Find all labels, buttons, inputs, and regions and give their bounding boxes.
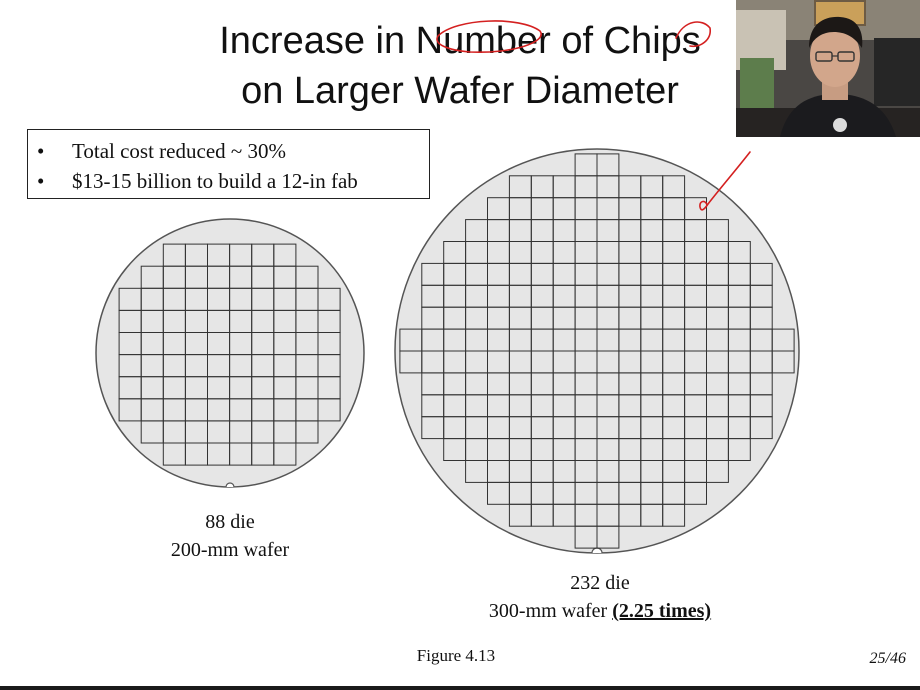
- bullet-text: $13-15 billion to build a 12-in fab: [72, 169, 358, 193]
- bullet-box: • Total cost reduced ~ 30% • $13-15 bill…: [27, 129, 430, 199]
- bullet-marker: •: [37, 169, 45, 193]
- die-cell: [706, 460, 729, 483]
- wafer-300mm: [394, 148, 800, 554]
- wafer-size-200mm: 200-mm wafer: [170, 539, 290, 561]
- die-cell: [684, 481, 707, 505]
- pen-arrow: [699, 151, 751, 211]
- die-cell: [727, 438, 751, 462]
- bullet-text: Total cost reduced ~ 30%: [72, 139, 286, 163]
- pen-ellipse-number: [436, 20, 542, 53]
- wafer-200mm: [95, 218, 365, 488]
- die-cell: [317, 398, 341, 422]
- wafer-200mm-caption: 88 die 200-mm wafer: [130, 508, 330, 564]
- webcam-video: [736, 0, 920, 137]
- pen-annotation: [436, 20, 751, 211]
- wafer-size-text: 300-mm wafer: [488, 600, 613, 622]
- presenter-webcam: [736, 0, 920, 137]
- die-grid-300mm: [399, 153, 795, 549]
- page-number: 25/46: [869, 650, 906, 667]
- wafer-300mm-caption: 232 die 300-mm wafer (2.25 times): [440, 569, 760, 625]
- figure-caption: Figure 4.13: [416, 646, 496, 665]
- die-cell: [662, 503, 686, 527]
- die-cell: [596, 525, 620, 549]
- die-grid-200mm: [118, 243, 341, 466]
- pen-ellipse-chips: [675, 21, 711, 48]
- die-cell: [749, 416, 773, 440]
- ratio-emphasis: (2.25 times): [612, 600, 712, 622]
- die-cell: [771, 350, 795, 374]
- video-bottom-border: [0, 686, 920, 690]
- die-count-300mm: 232 die: [570, 572, 630, 594]
- die-cell: [273, 442, 297, 466]
- slide-title-line-2: on Larger Wafer Diameter: [241, 70, 679, 112]
- die-count-200mm: 88 die: [205, 511, 255, 533]
- wafer-size-300mm: 300-mm wafer (2.25 times): [440, 597, 760, 625]
- die-cell: [295, 420, 319, 444]
- bullet-marker: •: [37, 139, 45, 163]
- slide-title-line-1: Increase in Number of Chips: [219, 20, 701, 62]
